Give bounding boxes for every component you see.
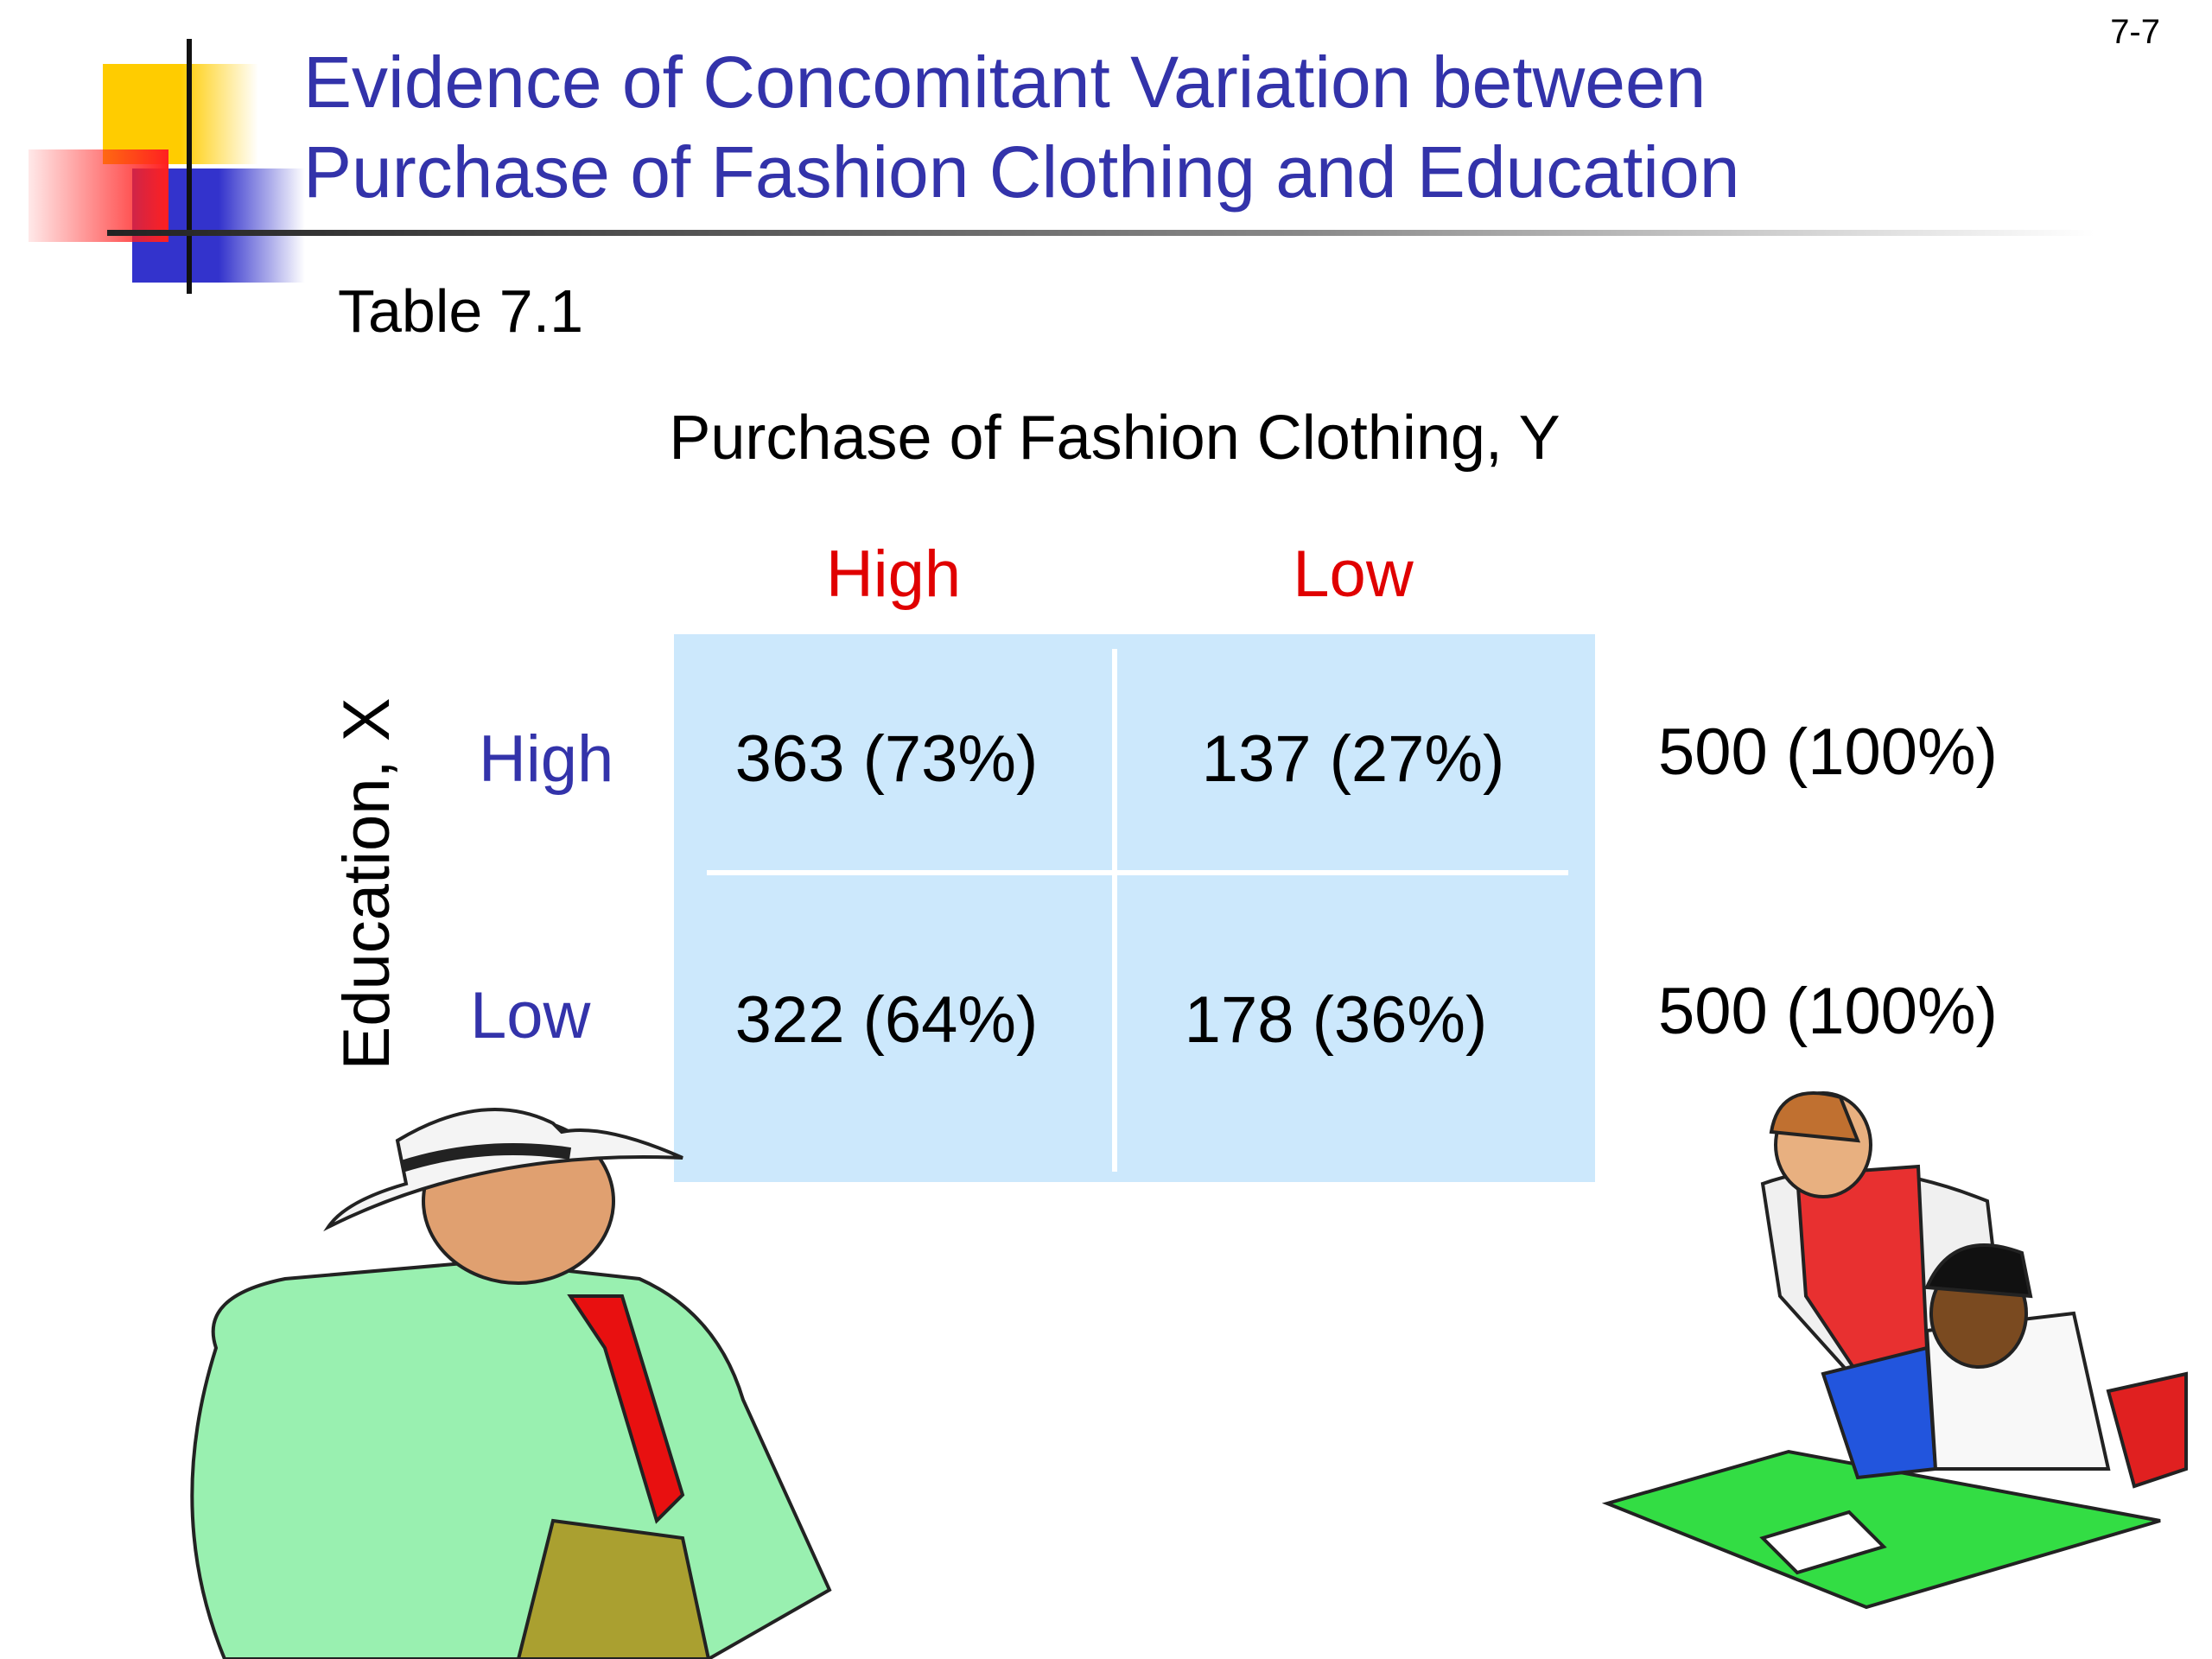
column-label: High <box>826 537 961 611</box>
column-header: Purchase of Fashion Clothing, Y <box>669 404 1560 473</box>
table-divider <box>1112 649 1117 1172</box>
row-total: 500 (100%) <box>1658 715 1998 789</box>
table-cell: 178 (36%) <box>1185 983 1488 1057</box>
title-line: Evidence of Concomitant Variation betwee… <box>303 41 1706 123</box>
row-label: High <box>479 722 613 796</box>
title-line: Purchase of Fashion Clothing and Educati… <box>303 131 1739 213</box>
table-cell: 322 (64%) <box>735 983 1039 1057</box>
column-label: Low <box>1293 537 1414 611</box>
clipart-man-left <box>190 1108 832 1659</box>
table-caption: Table 7.1 <box>338 277 583 345</box>
logo-decoration <box>29 39 2094 294</box>
table-cell: 137 (27%) <box>1202 722 1505 796</box>
table-cell: 363 (73%) <box>735 722 1039 796</box>
table-background <box>674 634 1595 1182</box>
row-label: Low <box>470 979 592 1052</box>
row-header: Education, X <box>330 698 404 1071</box>
row-total: 500 (100%) <box>1658 975 1998 1048</box>
table-divider <box>707 870 1568 875</box>
slide-number: 7-7 <box>2110 13 2160 51</box>
clipart-men-right <box>1601 1091 2188 1610</box>
